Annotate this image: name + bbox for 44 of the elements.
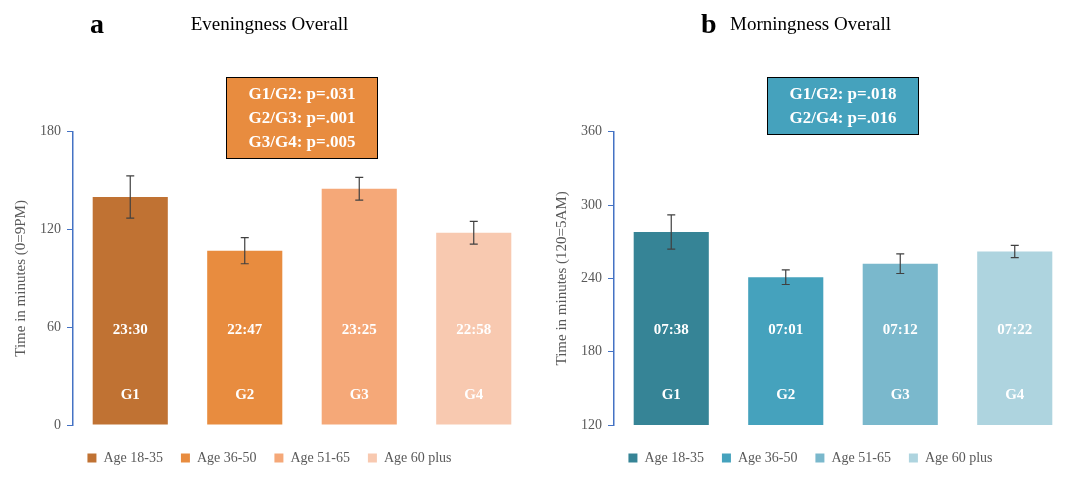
chart-title: Eveningness Overall — [190, 13, 349, 35]
y-tick-label: 240 — [581, 270, 602, 286]
text: a — [90, 8, 104, 40]
x-tick-label: G3 — [890, 385, 910, 402]
y-tick-label: 180 — [581, 343, 602, 359]
annotation: 07:38 — [653, 320, 689, 337]
x-tick-label: G1 — [120, 385, 140, 402]
y-axis-title: Time in minutes (120=5AM) — [552, 191, 570, 366]
text: G1/G2: p=.031 — [248, 83, 356, 105]
y-tick-label: 0 — [54, 416, 61, 432]
y-tick-label: 120 — [40, 221, 61, 237]
legend-label: Age 60 plus — [924, 449, 993, 465]
annotation: 23:30 — [112, 320, 148, 337]
legend-label: Age 18-35 — [103, 449, 163, 465]
y-tick-label: 60 — [47, 318, 61, 334]
annotation: 07:01 — [768, 320, 804, 337]
x-tick-label: G2 — [776, 385, 796, 402]
annotation: 07:22 — [997, 320, 1033, 337]
x-tick-label: G2 — [235, 385, 255, 402]
text: b — [701, 8, 717, 40]
text: G2/G4: p=.016 — [789, 107, 897, 129]
x-tick-label: G3 — [349, 385, 369, 402]
legend-label: Age 51-65 — [831, 449, 891, 465]
annotation: G3/G4: p=.005 — [248, 131, 356, 153]
annotation: 22:47 — [227, 320, 263, 337]
y-tick-label: 180 — [40, 123, 61, 139]
y-tick-label: 360 — [581, 123, 602, 139]
y-tick-label: 300 — [581, 196, 602, 212]
legend-label: Age 36-50 — [737, 449, 798, 465]
y-axis-title: Time in minutes (0=9PM) — [11, 200, 29, 357]
text: G2/G3: p=.001 — [248, 107, 356, 129]
legend-label: Age 18-35 — [644, 449, 704, 465]
x-tick-label: G1 — [661, 385, 681, 402]
y-tick-label: 120 — [581, 416, 602, 432]
annotation: 07:12 — [882, 320, 918, 337]
annotation: 23:25 — [341, 320, 377, 337]
x-tick-label: G4 — [464, 385, 484, 402]
chart-title: Morningness Overall — [730, 13, 891, 35]
legend-label: Age 60 plus — [383, 449, 452, 465]
text: G1/G2: p=.018 — [789, 83, 897, 105]
legend-label: Age 51-65 — [290, 449, 350, 465]
legend-label: Age 36-50 — [196, 449, 257, 465]
annotation: 22:58 — [456, 320, 492, 337]
x-tick-label: G4 — [1005, 385, 1025, 402]
